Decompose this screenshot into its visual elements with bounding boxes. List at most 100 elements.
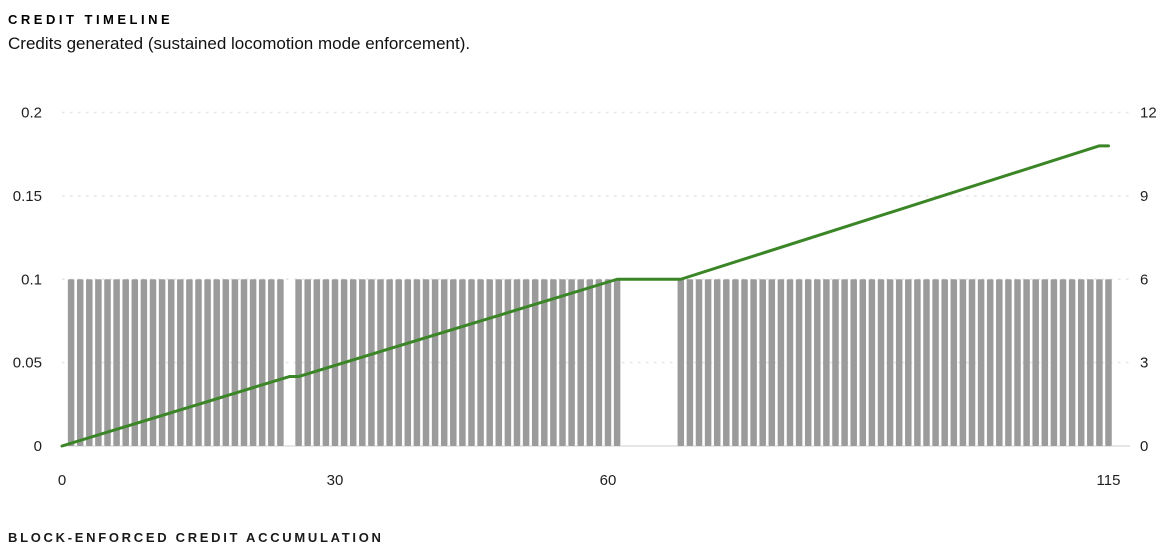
block-bar: [258, 279, 266, 446]
block-bar: [996, 279, 1003, 446]
block-bar: [741, 279, 748, 446]
block-bar: [704, 279, 712, 446]
block-bar: [841, 279, 848, 446]
block-bar: [895, 279, 903, 446]
block-bar: [431, 279, 439, 446]
block-bar: [686, 279, 694, 446]
y-right-tick-label: 6: [1140, 271, 1148, 288]
block-bar: [677, 279, 685, 446]
block-bar: [1077, 279, 1085, 446]
block-bar: [377, 279, 384, 446]
block-bar: [349, 279, 357, 446]
block-bar: [513, 279, 521, 446]
block-bar: [113, 279, 120, 446]
block-bar: [404, 279, 412, 446]
block-bar: [122, 279, 129, 446]
block-bar: [331, 279, 339, 446]
block-bar: [213, 279, 220, 446]
block-bar: [1032, 279, 1039, 446]
y-right-tick-label: 3: [1140, 355, 1148, 372]
chart-subtitle: Credits generated (sustained locomotion …: [8, 34, 471, 53]
block-bar: [832, 279, 839, 446]
block-bar: [695, 279, 703, 446]
block-bar: [395, 279, 402, 446]
block-bar: [613, 279, 621, 446]
block-bar: [104, 279, 111, 446]
block-bar: [249, 279, 257, 446]
block-bar: [459, 279, 466, 446]
block-bar: [550, 279, 557, 446]
x-tick-label: 30: [327, 472, 344, 489]
block-bar: [750, 279, 757, 446]
block-bar: [422, 279, 430, 446]
block-bar: [977, 279, 985, 446]
block-bar: [477, 279, 484, 446]
block-bar: [177, 279, 184, 446]
block-bar: [795, 279, 803, 446]
block-bar: [932, 279, 939, 446]
block-bar: [814, 279, 821, 446]
block-bar: [950, 279, 958, 446]
block-bar: [1059, 279, 1067, 446]
block-bar: [131, 279, 139, 446]
block-bar: [495, 279, 503, 446]
block-bar: [1068, 279, 1076, 446]
block-bar: [1096, 279, 1103, 446]
block-bar: [850, 279, 857, 446]
block-bar: [322, 279, 330, 446]
block-bar: [304, 279, 311, 446]
y-left-tick-label: 0: [34, 438, 42, 455]
block-bar: [295, 279, 302, 446]
block-bar: [595, 279, 603, 446]
block-bar: [914, 279, 921, 446]
block-bar: [368, 279, 375, 446]
block-bar: [1050, 279, 1058, 446]
block-bar: [723, 279, 730, 446]
block-bar: [386, 279, 393, 446]
block-bar: [905, 279, 912, 446]
block-bar: [413, 279, 421, 446]
block-bar: [440, 279, 448, 446]
block-bar: [968, 279, 976, 446]
block-bar: [823, 279, 830, 446]
cumulative-credit-line: [60, 144, 1110, 448]
block-bar: [359, 279, 366, 446]
block-bar: [1014, 279, 1021, 446]
y-left-tick-label: 0.05: [13, 355, 42, 372]
y-left-tick-label: 0.15: [13, 188, 42, 205]
block-bar: [195, 279, 202, 446]
block-bar: [313, 279, 321, 446]
block-bar: [604, 279, 612, 446]
x-tick-label: 115: [1097, 472, 1121, 489]
y-right-tick-label: 9: [1140, 188, 1148, 205]
block-bar: [568, 279, 575, 446]
block-bar: [941, 279, 948, 446]
block-bar: [67, 279, 75, 446]
block-bar: [777, 279, 785, 446]
block-bar: [1041, 279, 1049, 446]
chart-caption: BLOCK-ENFORCED CREDIT ACCUMULATION: [8, 530, 384, 545]
block-bar: [140, 279, 148, 446]
block-bar: [222, 279, 230, 446]
block-bar: [786, 279, 794, 446]
page-title: CREDIT TIMELINE: [8, 12, 174, 27]
block-bar: [859, 279, 867, 446]
y-left-tick-label: 0.2: [21, 105, 42, 122]
block-bar: [268, 279, 275, 446]
block-bar: [522, 279, 530, 446]
block-bar: [1105, 279, 1112, 446]
block-bar: [959, 279, 967, 446]
block-bar: [450, 279, 457, 446]
block-bar: [986, 279, 994, 446]
block-bar: [586, 279, 594, 446]
block-bar: [1023, 279, 1030, 446]
block-bar: [86, 279, 93, 446]
y-right-tick-label: 0: [1140, 438, 1148, 455]
block-bar: [759, 279, 766, 446]
block-bar: [486, 279, 493, 446]
block-bar: [1087, 279, 1094, 446]
block-bar: [1005, 279, 1012, 446]
block-bar: [732, 279, 739, 446]
block-bar: [559, 279, 566, 446]
